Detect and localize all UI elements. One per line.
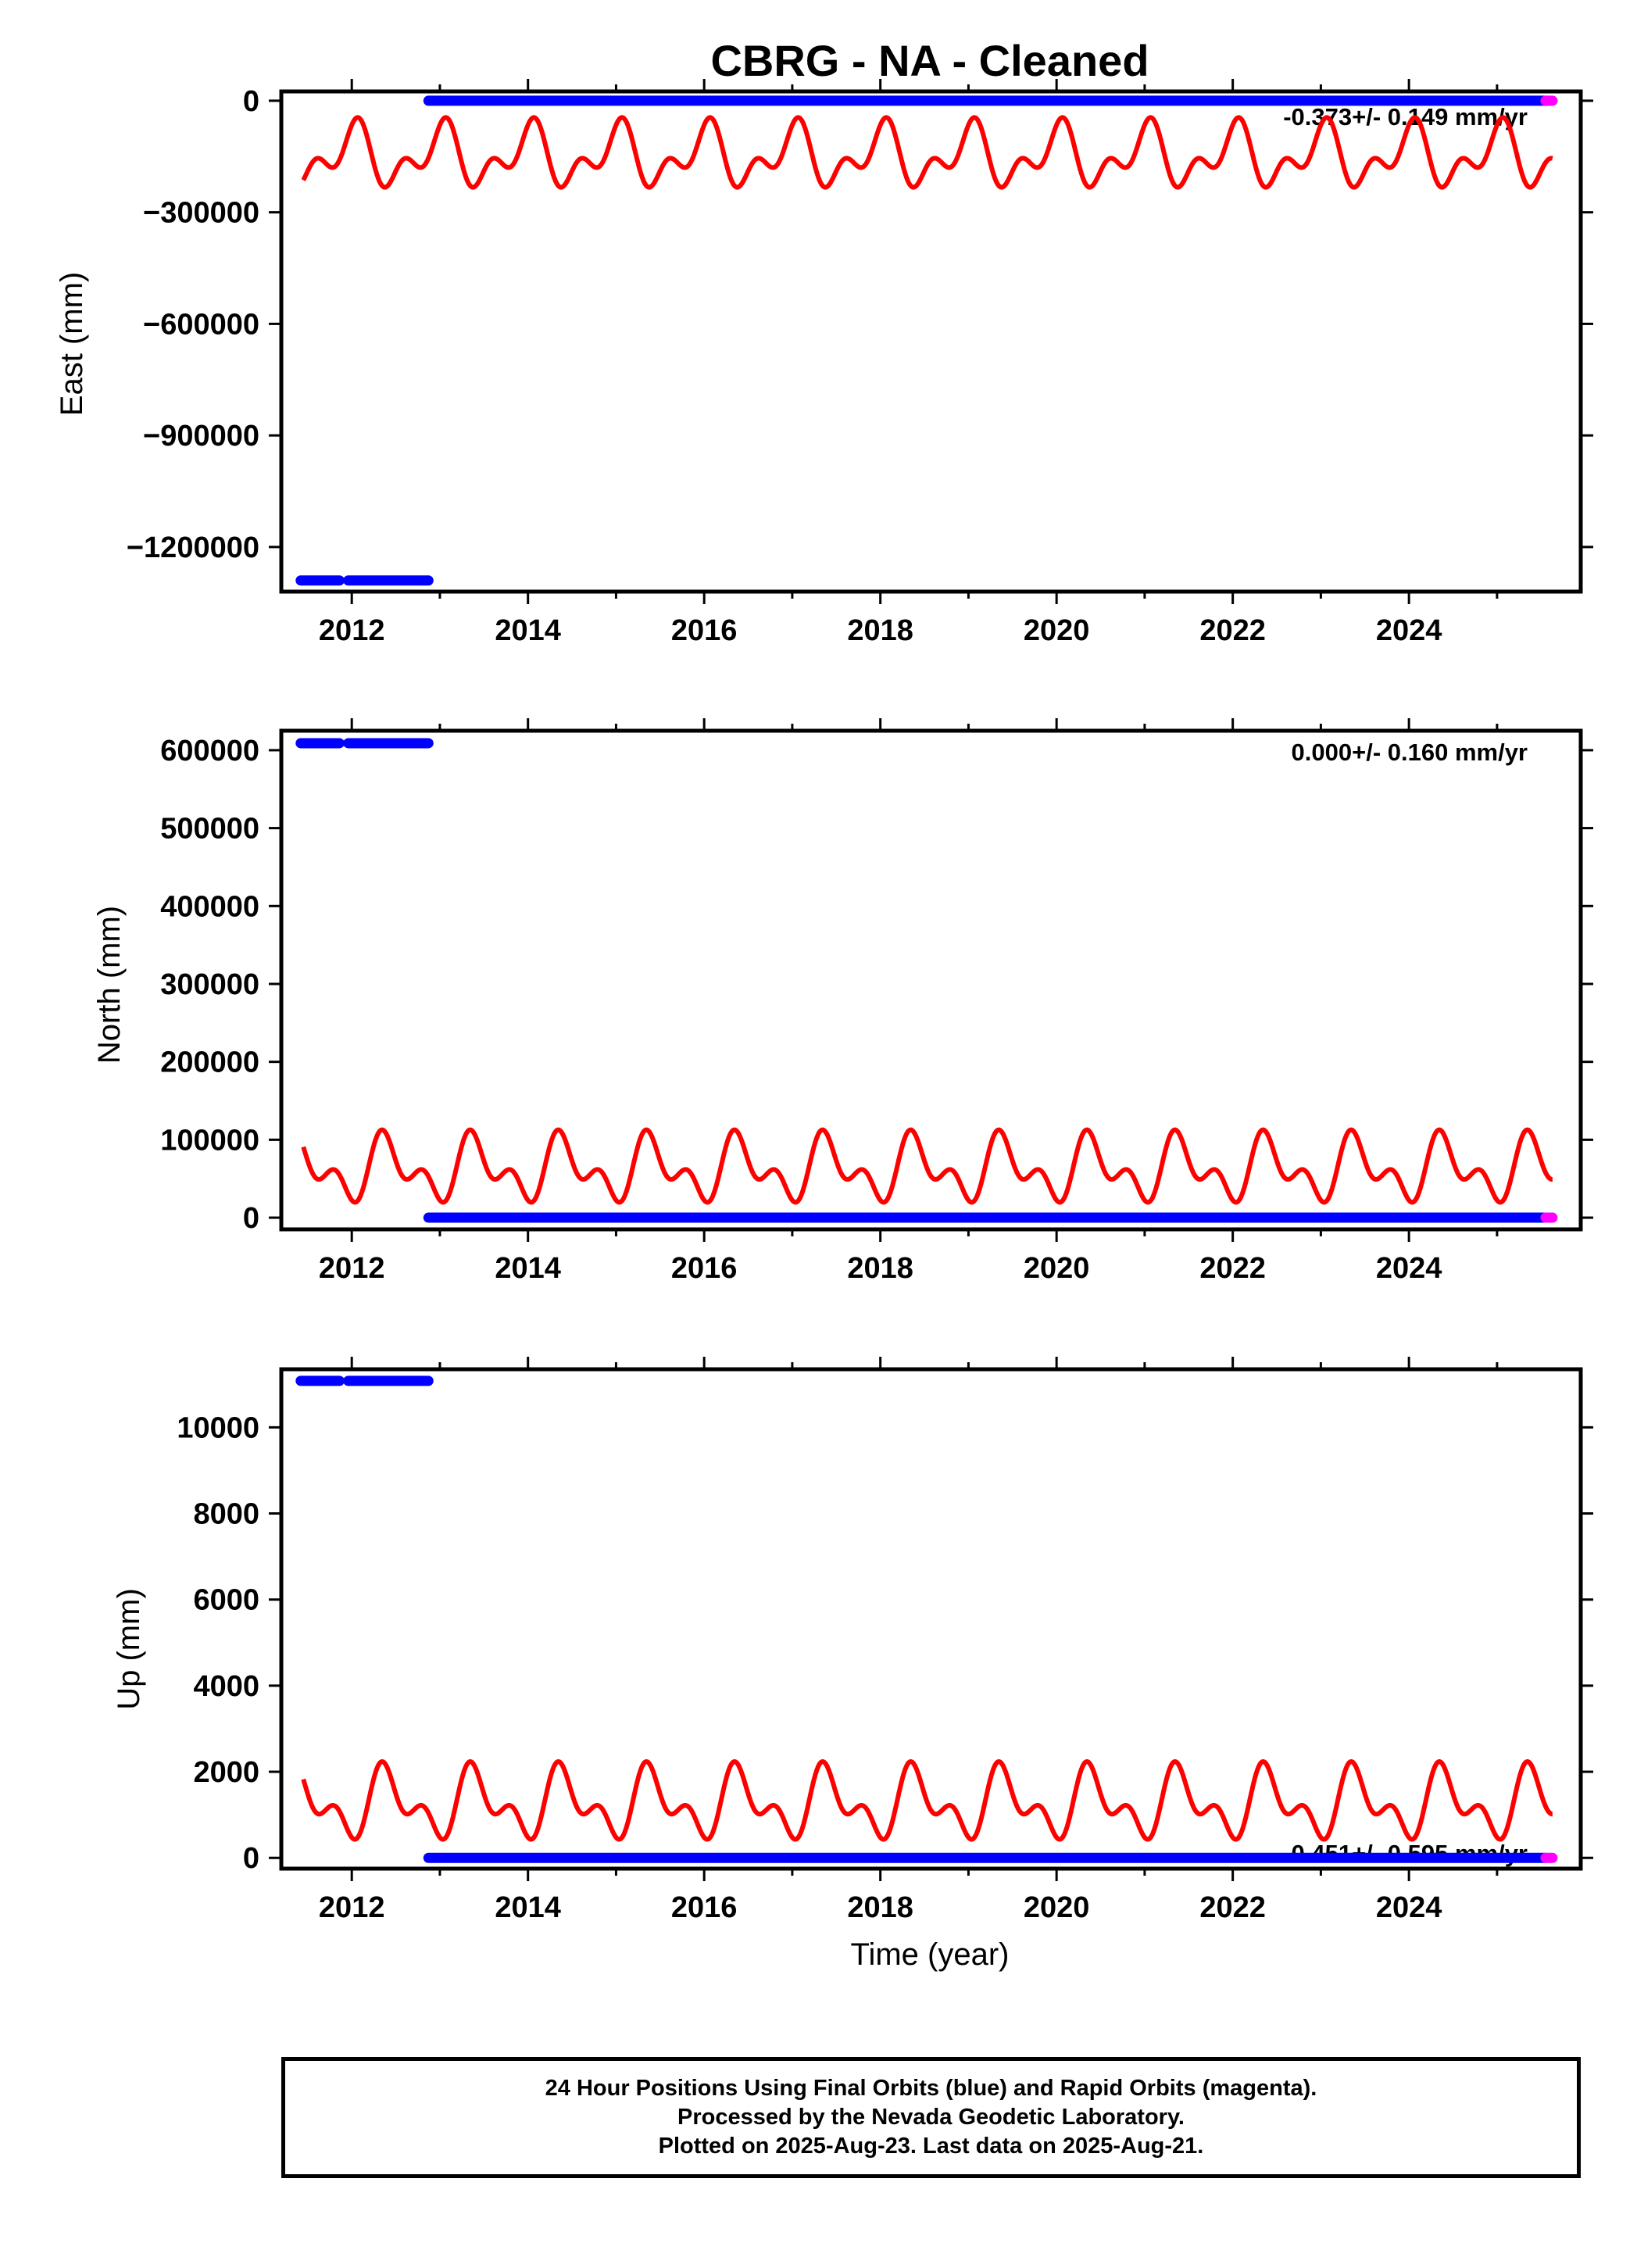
up-y-tick-label: 2000 (193, 1756, 259, 1789)
up-x-tick-label: 2012 (319, 1891, 385, 1924)
east-y-tick-label: −300000 (143, 197, 259, 230)
north-y-tick-label: 200000 (160, 1046, 259, 1079)
up-x-tick-label: 2020 (1024, 1891, 1090, 1924)
north-y-tick-label: 600000 (160, 735, 259, 767)
up-x-tick-label: 2014 (495, 1891, 561, 1924)
north-plot-frame (279, 728, 1583, 1232)
east-x-tick-label: 2014 (495, 614, 561, 647)
north-x-tick-label: 2018 (847, 1252, 913, 1285)
east-y-tick-label: −900000 (143, 420, 259, 453)
north-x-tick-label: 2024 (1376, 1252, 1442, 1285)
north-y-tick-label: 400000 (160, 890, 259, 923)
north-y-tick-label: 300000 (160, 968, 259, 1001)
up-x-tick-label: 2016 (671, 1891, 738, 1924)
x-axis-label: Time (year) (851, 1937, 1010, 1972)
north-model-curve (301, 1127, 1555, 1205)
east-x-tick-label: 2020 (1024, 614, 1090, 647)
north-x-tick-label: 2022 (1199, 1252, 1266, 1285)
up-y-tick-label: 4000 (193, 1670, 259, 1703)
east-y-tick-label: −600000 (143, 308, 259, 341)
east-x-tick-label: 2024 (1376, 614, 1442, 647)
up-x-tick-label: 2022 (1199, 1891, 1266, 1924)
east-y-tick-label: 0 (243, 85, 259, 118)
up-panel: Up (mm) 0.451+/- 0.595 mm/yr 20122014201… (112, 1357, 1593, 1924)
up-plot-frame (279, 1367, 1583, 1871)
east-model-curve (301, 115, 1555, 190)
up-axis-label: Up (mm) (112, 1588, 146, 1710)
north-x-tick-label: 2012 (319, 1252, 385, 1285)
north-y-tick-label: 100000 (160, 1124, 259, 1157)
north-axis-label: North (mm) (92, 906, 127, 1064)
up-y-tick-label: 0 (243, 1842, 259, 1875)
east-y-tick-label: −1200000 (127, 531, 259, 564)
east-axis-label: East (mm) (55, 272, 89, 416)
east-x-tick-label: 2022 (1199, 614, 1266, 647)
east-panel: East (mm) -0.373+/- 0.149 mm/yr 2012 2014… (55, 79, 1593, 647)
north-rate-label: 0.000+/- 0.160 mm/yr (1292, 739, 1528, 766)
east-x-tick-label: 2012 (319, 614, 385, 647)
up-model-curve (301, 1759, 1555, 1842)
footer-line-1: 24 Hour Positions Using Final Orbits (bl… (545, 2076, 1317, 2101)
up-x-tick-label: 2024 (1376, 1891, 1442, 1924)
north-x-tick-label: 2016 (671, 1252, 738, 1285)
footer-line-2: Processed by the Nevada Geodetic Laborat… (677, 2105, 1185, 2130)
north-x-tick-label: 2014 (495, 1252, 561, 1285)
up-y-tick-label: 6000 (193, 1584, 259, 1617)
up-y-tick-label: 10000 (177, 1411, 259, 1444)
north-panel: North (mm) 0.000+/- 0.160 mm/yr 2012 2014… (92, 718, 1593, 1285)
footer-line-3: Plotted on 2025-Aug-23. Last data on 202… (658, 2134, 1204, 2159)
north-y-tick-label: 0 (243, 1202, 259, 1235)
up-x-tick-label: 2018 (847, 1891, 913, 1924)
footer-box: 24 Hour Positions Using Final Orbits (bl… (281, 2057, 1581, 2178)
up-y-tick-label: 8000 (193, 1498, 259, 1531)
chart-title: CBRG - NA - Cleaned (710, 36, 1149, 85)
east-x-tick-label: 2018 (847, 614, 913, 647)
east-x-tick-label: 2016 (671, 614, 738, 647)
north-x-tick-label: 2020 (1024, 1252, 1090, 1285)
east-plot-frame (279, 89, 1583, 594)
north-y-tick-label: 500000 (160, 813, 259, 846)
